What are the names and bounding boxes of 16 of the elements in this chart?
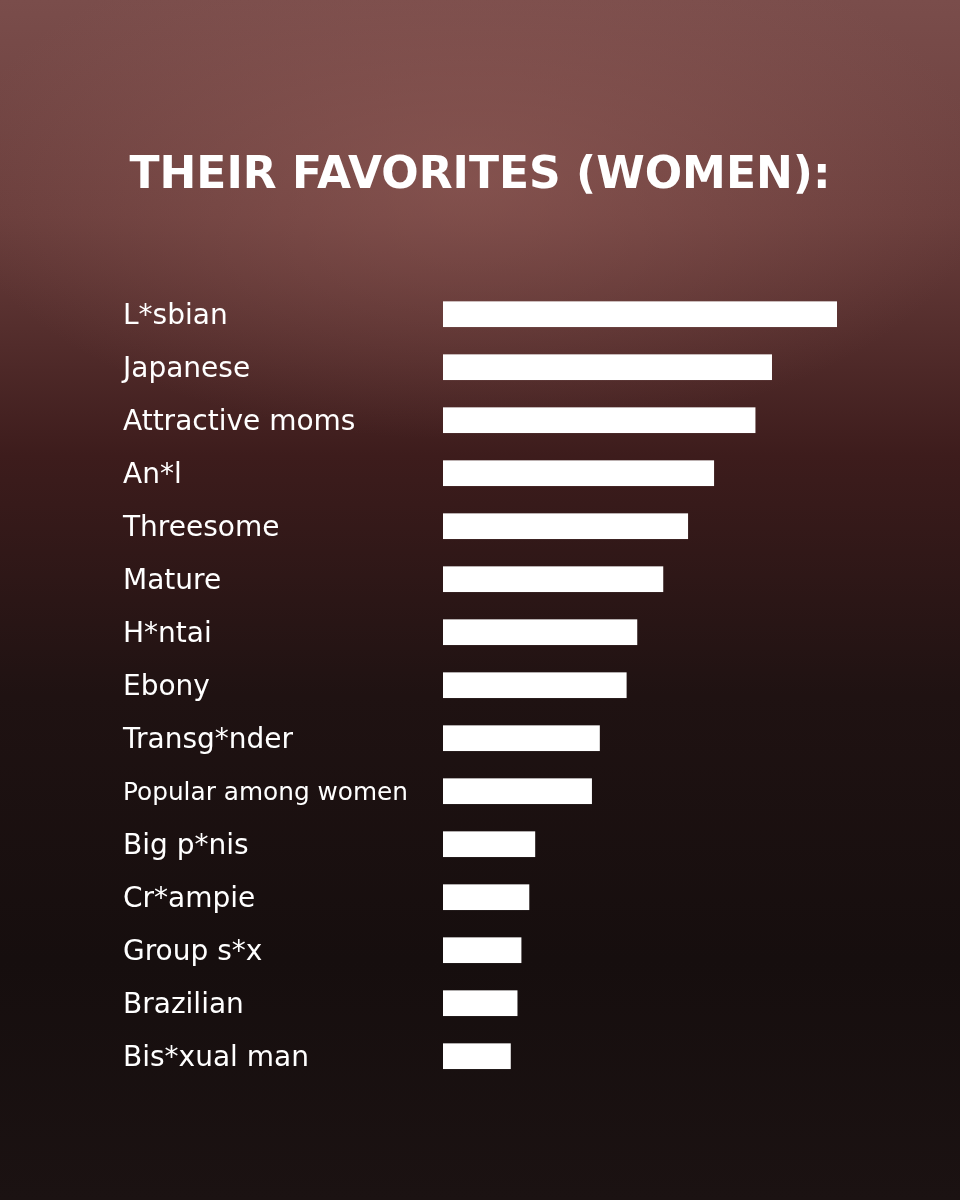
- y-tick-label: Threesome: [122, 510, 280, 543]
- y-tick-label: Popular among women: [123, 776, 408, 806]
- y-tick-label: Brazilian: [123, 987, 244, 1020]
- y-tick-label: L*sbian: [123, 298, 228, 331]
- y-tick-label: An*l: [123, 457, 182, 490]
- y-tick-label: Attractive moms: [123, 404, 356, 437]
- y-tick-label: Mature: [123, 563, 222, 596]
- y-tick-label: Japanese: [121, 351, 251, 384]
- y-tick-label: Big p*nis: [123, 828, 249, 861]
- y-tick-label: Ebony: [123, 669, 210, 702]
- y-tick-label: H*ntai: [123, 616, 212, 649]
- y-tick-label: Cr*ampie: [123, 881, 256, 914]
- y-tick-label: Transg*nder: [122, 722, 294, 755]
- chart-title: THEIR FAVORITES (WOMEN):: [129, 147, 831, 198]
- y-tick-label: Bis*xual man: [123, 1040, 309, 1073]
- y-tick-label: Group s*x: [123, 934, 263, 967]
